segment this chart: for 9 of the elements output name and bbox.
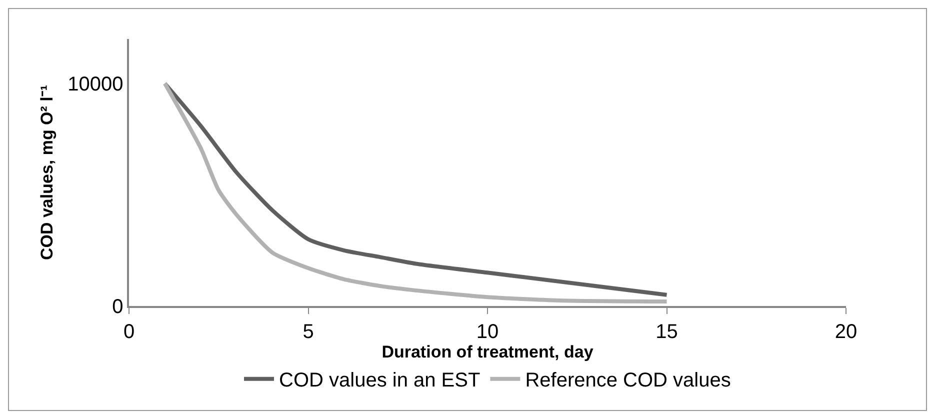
x-axis-title: Duration of treatment, day (382, 342, 594, 362)
y-axis-title: COD values, mg O² l⁻¹ (38, 84, 57, 260)
legend-label: Reference COD values (525, 370, 731, 392)
x-tick-label: 5 (302, 320, 314, 343)
x-tick-label: 20 (834, 320, 858, 343)
y-tick-label: 10000 (68, 74, 124, 96)
x-tick-label: 10 (476, 320, 499, 343)
x-tick-label: 15 (656, 320, 678, 343)
legend-label: COD values in an EST (279, 370, 480, 392)
